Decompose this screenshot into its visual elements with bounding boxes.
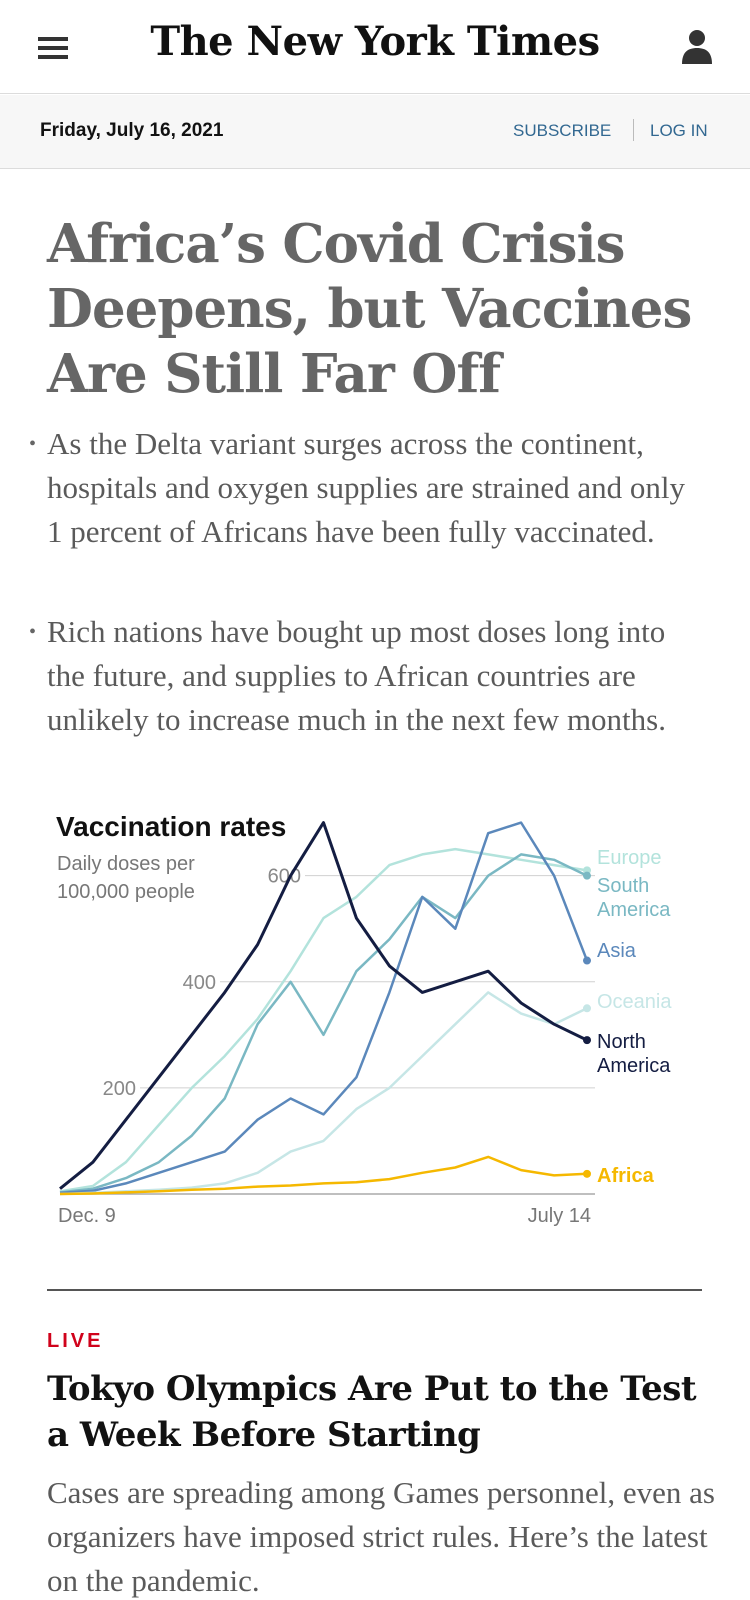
series-label-north-america-2: America	[597, 1055, 671, 1077]
series-label-europe: Europe	[597, 847, 662, 869]
story1-headline[interactable]: Africa’s Covid Crisis Deepens, but Vacci…	[47, 213, 692, 405]
series-line-europe	[59, 847, 588, 1193]
y-tick-label-200: 200	[103, 1078, 136, 1100]
series-endpoint-africa	[583, 1169, 591, 1178]
bullet-icon: •	[29, 433, 37, 455]
y-axis-label-line1: Daily doses per	[57, 853, 195, 875]
series-endpoint-north-america	[583, 1036, 591, 1045]
series-endpoint-asia	[583, 956, 591, 965]
series-line-asia	[59, 821, 589, 1195]
series-label-asia: Asia	[597, 940, 637, 962]
series-line-oceania	[59, 991, 588, 1196]
series-line-south-america	[59, 853, 588, 1194]
hamburger-menu-icon[interactable]	[38, 37, 68, 59]
series-label-oceania: Oceania	[597, 991, 672, 1013]
current-date: Friday, July 16, 2021	[40, 120, 224, 141]
nyt-logo[interactable]: The New York Times	[150, 18, 600, 65]
story1-summary-1: • As the Delta variant surges across the…	[29, 422, 707, 554]
x-tick-label-end: July 14	[528, 1205, 591, 1227]
series-endpoint-oceania	[583, 1004, 591, 1013]
story2-summary: Cases are spreading among Games personne…	[47, 1475, 715, 1598]
series-label-africa: Africa	[597, 1165, 655, 1187]
y-axis-label-line2: 100,000 people	[57, 881, 195, 903]
date-bar: Friday, July 16, 2021 SUBSCRIBE LOG IN	[0, 95, 750, 169]
link-divider	[633, 119, 634, 141]
series-endpoint-south-america	[583, 871, 591, 880]
bullet-icon: •	[29, 621, 37, 643]
subscribe-link[interactable]: SUBSCRIBE	[513, 121, 612, 140]
section-divider	[47, 1289, 702, 1291]
x-tick-label-start: Dec. 9	[58, 1205, 116, 1227]
summary-text: Rich nations have bought up most doses l…	[47, 614, 666, 737]
live-badge: LIVE	[47, 1330, 104, 1352]
top-bar: The New York Times	[0, 0, 750, 94]
chart-title: Vaccination rates	[56, 812, 286, 842]
login-link[interactable]: LOG IN	[650, 121, 708, 140]
y-tick-label-400: 400	[183, 972, 216, 994]
story2-headline[interactable]: Tokyo Olympics Are Put to the Test a Wee…	[47, 1369, 697, 1455]
series-label-north-america-1: North	[597, 1031, 646, 1053]
story1-summary-2: • Rich nations have bought up most doses…	[29, 610, 707, 742]
series-line-north-america	[59, 821, 588, 1190]
summary-text: As the Delta variant surges across the c…	[47, 426, 685, 549]
user-account-icon[interactable]	[680, 28, 714, 66]
series-line-africa	[59, 1155, 588, 1196]
series-label-south-america-1: South	[597, 875, 649, 897]
series-label-south-america-2: America	[597, 899, 671, 921]
